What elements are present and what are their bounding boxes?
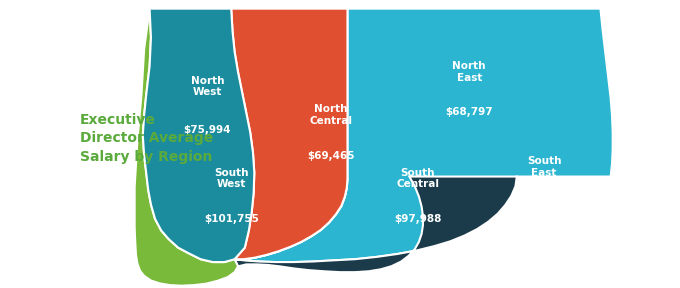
Polygon shape	[347, 9, 613, 179]
Text: South
West: South West	[214, 168, 248, 190]
Polygon shape	[235, 9, 613, 262]
Text: $75,994: $75,994	[184, 125, 231, 134]
Text: $97,988: $97,988	[394, 214, 441, 224]
Text: $101,755: $101,755	[204, 214, 258, 224]
Text: South
Central: South Central	[396, 168, 439, 190]
Text: $66,224: $66,224	[520, 205, 568, 215]
Text: North
Central: North Central	[309, 105, 353, 126]
Text: Executive
Director Average
Salary by Region: Executive Director Average Salary by Reg…	[80, 113, 214, 164]
Text: $69,465: $69,465	[307, 151, 355, 160]
Text: North
East: North East	[452, 61, 486, 83]
Polygon shape	[235, 177, 517, 272]
Polygon shape	[143, 9, 254, 262]
Text: $68,797: $68,797	[445, 107, 493, 117]
Text: North
West: North West	[190, 76, 224, 97]
Polygon shape	[231, 9, 347, 259]
Text: South
East: South East	[527, 156, 561, 178]
Polygon shape	[135, 9, 238, 286]
